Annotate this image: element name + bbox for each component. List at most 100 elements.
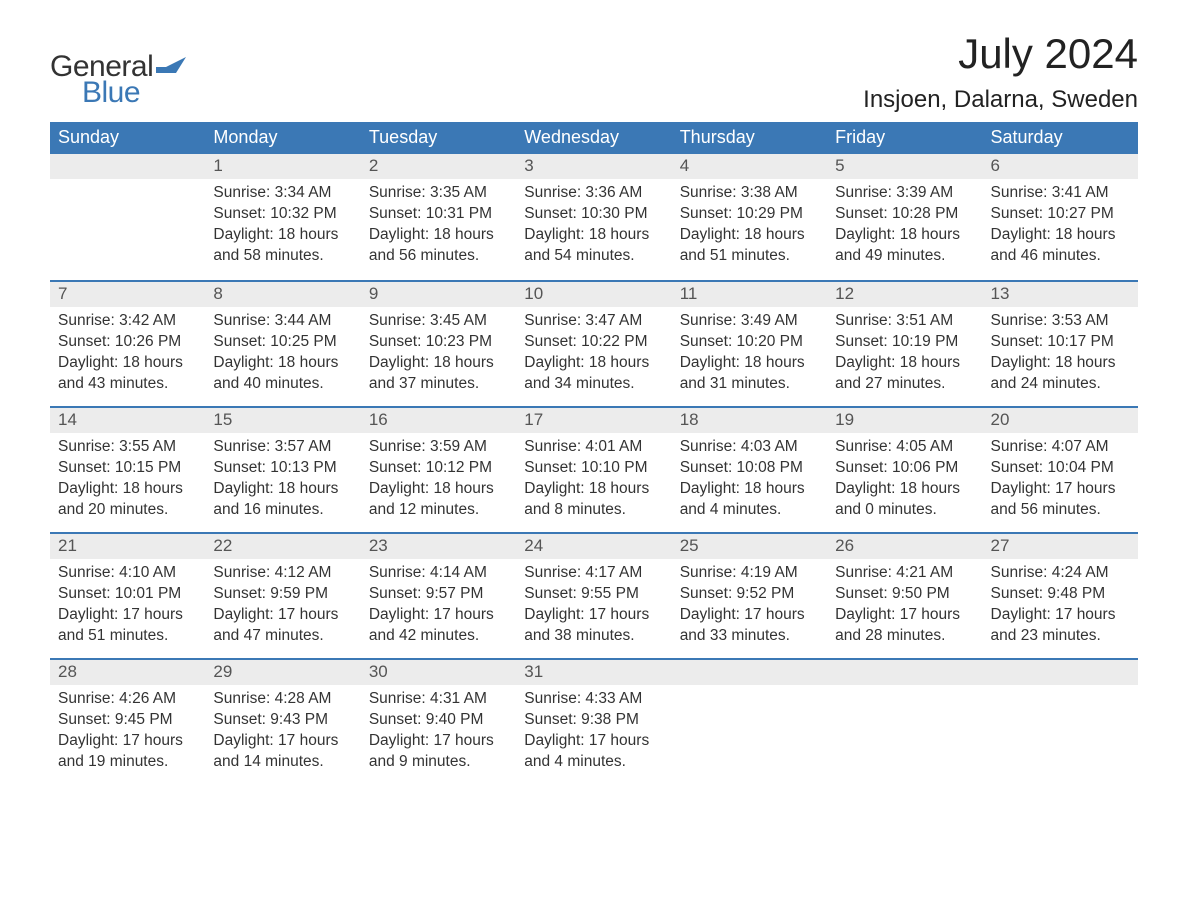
day-cell: 10Sunrise: 3:47 AMSunset: 10:22 PMDaylig…: [516, 282, 671, 406]
day-content: Sunrise: 4:14 AMSunset: 9:57 PMDaylight:…: [361, 559, 516, 655]
day-content: Sunrise: 3:55 AMSunset: 10:15 PMDaylight…: [50, 433, 205, 529]
daylight-text: Daylight: 18 hours and 49 minutes.: [835, 225, 974, 267]
daylight-text: Daylight: 18 hours and 24 minutes.: [991, 353, 1130, 395]
week-row: 1Sunrise: 3:34 AMSunset: 10:32 PMDayligh…: [50, 154, 1138, 280]
day-content: Sunrise: 3:42 AMSunset: 10:26 PMDaylight…: [50, 307, 205, 403]
day-header: Friday: [827, 122, 982, 154]
sunrise-text: Sunrise: 3:41 AM: [991, 183, 1130, 204]
day-cell: 11Sunrise: 3:49 AMSunset: 10:20 PMDaylig…: [672, 282, 827, 406]
day-number: 1: [205, 154, 360, 179]
sunset-text: Sunset: 9:55 PM: [524, 584, 663, 605]
calendar-weeks: 1Sunrise: 3:34 AMSunset: 10:32 PMDayligh…: [50, 154, 1138, 784]
logo-flag-icon: [156, 55, 186, 78]
day-content: Sunrise: 3:53 AMSunset: 10:17 PMDaylight…: [983, 307, 1138, 403]
day-cell: 1Sunrise: 3:34 AMSunset: 10:32 PMDayligh…: [205, 154, 360, 280]
sunset-text: Sunset: 9:57 PM: [369, 584, 508, 605]
sunrise-text: Sunrise: 3:57 AM: [213, 437, 352, 458]
day-content: Sunrise: 4:17 AMSunset: 9:55 PMDaylight:…: [516, 559, 671, 655]
sunrise-text: Sunrise: 4:01 AM: [524, 437, 663, 458]
day-content: Sunrise: 3:51 AMSunset: 10:19 PMDaylight…: [827, 307, 982, 403]
day-content: Sunrise: 3:49 AMSunset: 10:20 PMDaylight…: [672, 307, 827, 403]
month-title: July 2024: [863, 30, 1138, 78]
day-cell: 14Sunrise: 3:55 AMSunset: 10:15 PMDaylig…: [50, 408, 205, 532]
day-content: Sunrise: 4:24 AMSunset: 9:48 PMDaylight:…: [983, 559, 1138, 655]
day-content: Sunrise: 3:35 AMSunset: 10:31 PMDaylight…: [361, 179, 516, 275]
day-number: 23: [361, 534, 516, 559]
sunset-text: Sunset: 9:43 PM: [213, 710, 352, 731]
day-content: Sunrise: 4:19 AMSunset: 9:52 PMDaylight:…: [672, 559, 827, 655]
day-cell: 2Sunrise: 3:35 AMSunset: 10:31 PMDayligh…: [361, 154, 516, 280]
week-row: 7Sunrise: 3:42 AMSunset: 10:26 PMDayligh…: [50, 280, 1138, 406]
daylight-text: Daylight: 18 hours and 37 minutes.: [369, 353, 508, 395]
daylight-text: Daylight: 17 hours and 4 minutes.: [524, 731, 663, 773]
daylight-text: Daylight: 18 hours and 51 minutes.: [680, 225, 819, 267]
day-cell: 13Sunrise: 3:53 AMSunset: 10:17 PMDaylig…: [983, 282, 1138, 406]
day-cell: 31Sunrise: 4:33 AMSunset: 9:38 PMDayligh…: [516, 660, 671, 784]
day-content: Sunrise: 4:03 AMSunset: 10:08 PMDaylight…: [672, 433, 827, 529]
day-header: Monday: [205, 122, 360, 154]
day-cell: 12Sunrise: 3:51 AMSunset: 10:19 PMDaylig…: [827, 282, 982, 406]
sunrise-text: Sunrise: 4:21 AM: [835, 563, 974, 584]
sunrise-text: Sunrise: 3:44 AM: [213, 311, 352, 332]
day-number: [50, 154, 205, 179]
daylight-text: Daylight: 17 hours and 23 minutes.: [991, 605, 1130, 647]
day-number: 31: [516, 660, 671, 685]
day-cell: 16Sunrise: 3:59 AMSunset: 10:12 PMDaylig…: [361, 408, 516, 532]
sunrise-text: Sunrise: 4:26 AM: [58, 689, 197, 710]
sunrise-text: Sunrise: 3:35 AM: [369, 183, 508, 204]
sunrise-text: Sunrise: 3:51 AM: [835, 311, 974, 332]
sunset-text: Sunset: 10:08 PM: [680, 458, 819, 479]
day-cell: 6Sunrise: 3:41 AMSunset: 10:27 PMDayligh…: [983, 154, 1138, 280]
day-cell: 7Sunrise: 3:42 AMSunset: 10:26 PMDayligh…: [50, 282, 205, 406]
sunset-text: Sunset: 9:50 PM: [835, 584, 974, 605]
sunset-text: Sunset: 9:40 PM: [369, 710, 508, 731]
day-number: 21: [50, 534, 205, 559]
sunrise-text: Sunrise: 3:55 AM: [58, 437, 197, 458]
day-number: 8: [205, 282, 360, 307]
day-cell: [672, 660, 827, 784]
daylight-text: Daylight: 18 hours and 8 minutes.: [524, 479, 663, 521]
week-row: 21Sunrise: 4:10 AMSunset: 10:01 PMDaylig…: [50, 532, 1138, 658]
day-number: 20: [983, 408, 1138, 433]
daylight-text: Daylight: 18 hours and 4 minutes.: [680, 479, 819, 521]
sunrise-text: Sunrise: 3:39 AM: [835, 183, 974, 204]
sunset-text: Sunset: 10:26 PM: [58, 332, 197, 353]
day-number: [983, 660, 1138, 685]
daylight-text: Daylight: 17 hours and 47 minutes.: [213, 605, 352, 647]
sunrise-text: Sunrise: 3:42 AM: [58, 311, 197, 332]
sunset-text: Sunset: 10:12 PM: [369, 458, 508, 479]
day-content: Sunrise: 4:28 AMSunset: 9:43 PMDaylight:…: [205, 685, 360, 781]
day-number: 9: [361, 282, 516, 307]
day-header: Wednesday: [516, 122, 671, 154]
sunrise-text: Sunrise: 4:33 AM: [524, 689, 663, 710]
day-content: Sunrise: 4:21 AMSunset: 9:50 PMDaylight:…: [827, 559, 982, 655]
sunrise-text: Sunrise: 3:53 AM: [991, 311, 1130, 332]
sunset-text: Sunset: 10:30 PM: [524, 204, 663, 225]
day-content: Sunrise: 3:44 AMSunset: 10:25 PMDaylight…: [205, 307, 360, 403]
day-content: Sunrise: 4:05 AMSunset: 10:06 PMDaylight…: [827, 433, 982, 529]
sunrise-text: Sunrise: 4:17 AM: [524, 563, 663, 584]
day-content: Sunrise: 3:59 AMSunset: 10:12 PMDaylight…: [361, 433, 516, 529]
day-cell: 17Sunrise: 4:01 AMSunset: 10:10 PMDaylig…: [516, 408, 671, 532]
day-number: 3: [516, 154, 671, 179]
sunrise-text: Sunrise: 4:07 AM: [991, 437, 1130, 458]
day-number: 25: [672, 534, 827, 559]
sunrise-text: Sunrise: 4:28 AM: [213, 689, 352, 710]
day-header: Sunday: [50, 122, 205, 154]
sunrise-text: Sunrise: 4:31 AM: [369, 689, 508, 710]
day-cell: 4Sunrise: 3:38 AMSunset: 10:29 PMDayligh…: [672, 154, 827, 280]
day-cell: [827, 660, 982, 784]
sunrise-text: Sunrise: 3:49 AM: [680, 311, 819, 332]
sunset-text: Sunset: 10:04 PM: [991, 458, 1130, 479]
day-number: 16: [361, 408, 516, 433]
day-cell: 26Sunrise: 4:21 AMSunset: 9:50 PMDayligh…: [827, 534, 982, 658]
logo: General Blue: [50, 50, 186, 110]
day-cell: 9Sunrise: 3:45 AMSunset: 10:23 PMDayligh…: [361, 282, 516, 406]
top-bar: General Blue July 2024 Insjoen, Dalarna,…: [50, 30, 1138, 114]
day-content: Sunrise: 3:57 AMSunset: 10:13 PMDaylight…: [205, 433, 360, 529]
day-number: 15: [205, 408, 360, 433]
day-number: 30: [361, 660, 516, 685]
day-number: 22: [205, 534, 360, 559]
sunset-text: Sunset: 10:17 PM: [991, 332, 1130, 353]
logo-text-blue: Blue: [82, 76, 186, 110]
